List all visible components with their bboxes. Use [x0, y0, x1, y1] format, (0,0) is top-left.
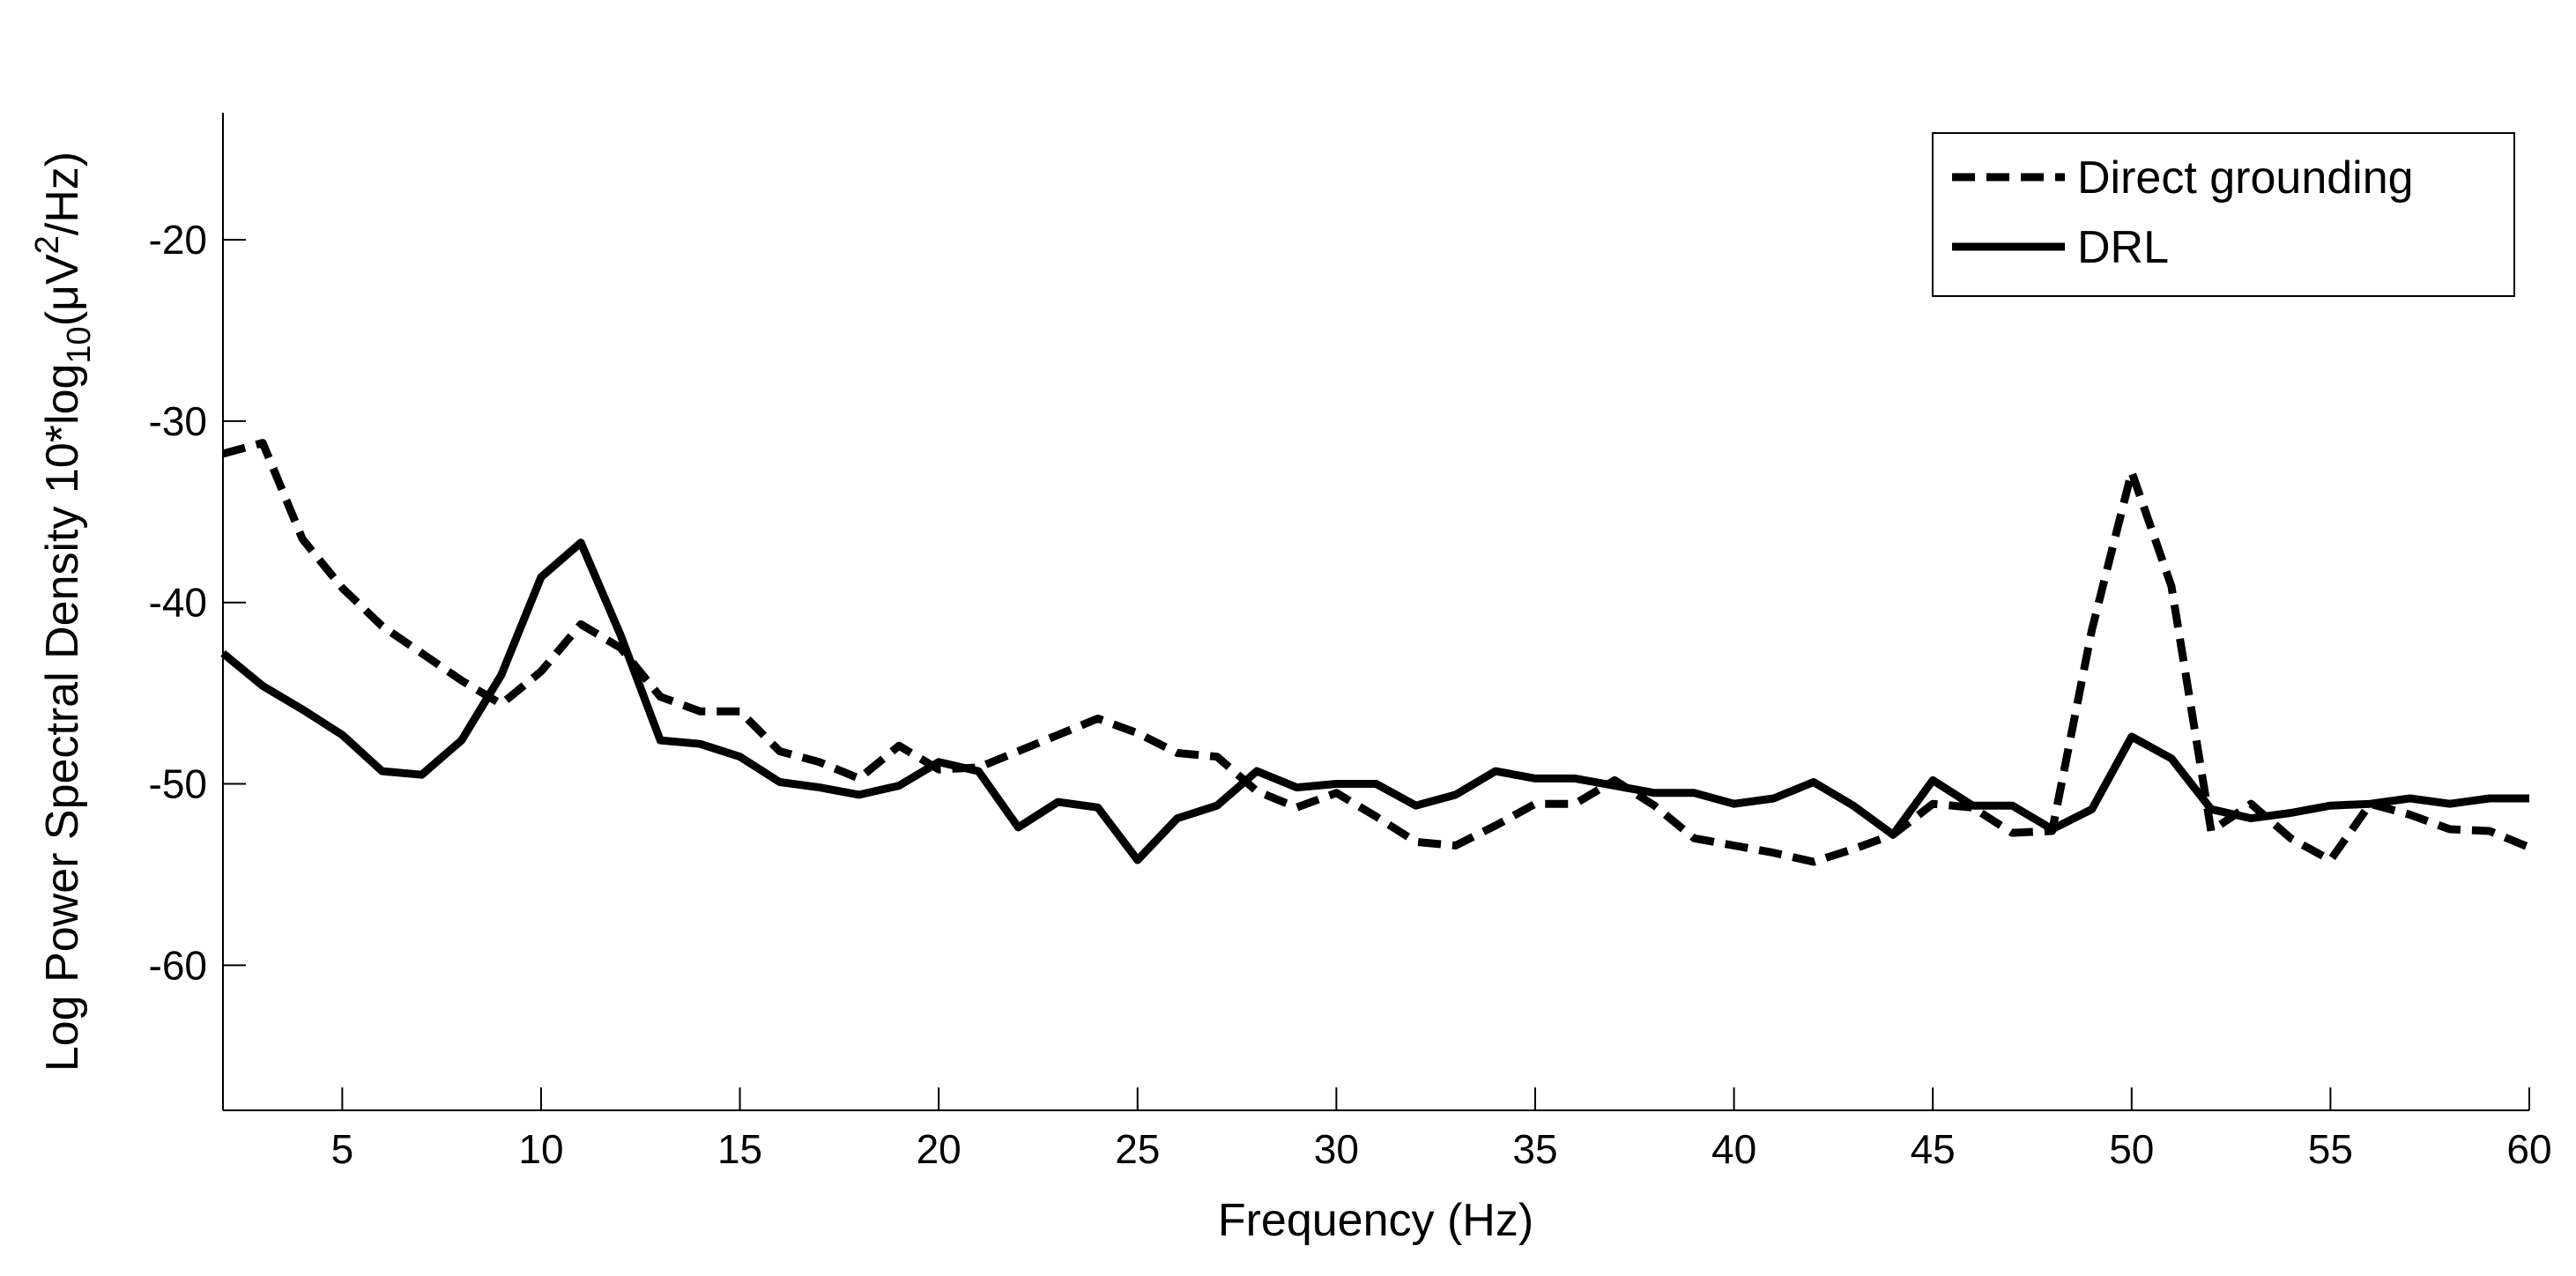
y-axis-label-prefix: Log Power Spectral Density 10*log	[37, 364, 88, 1072]
y-axis-ticks: -20 -30 -40 -50 -60	[149, 217, 246, 988]
x-axis-ticks: 5 10 15 20 25 30 35 40 45 50 55 60	[331, 1087, 2552, 1172]
x-tick-label: 25	[1115, 1126, 1160, 1172]
x-tick-label: 45	[1911, 1126, 1956, 1172]
legend-label-direct-grounding: Direct grounding	[2077, 152, 2414, 204]
y-axis-label-subscript: 10	[61, 326, 98, 363]
x-tick-label: 10	[518, 1126, 563, 1172]
series-layer	[220, 439, 2531, 866]
series-line-direct-grounding	[221, 439, 2531, 866]
y-axis-label: Log Power Spectral Density 10*log10(μV2/…	[29, 152, 98, 1072]
y-axis-label-superscript: 2	[29, 235, 66, 254]
series-line-drl	[220, 538, 2529, 864]
y-axis-label-suffix: /Hz)	[37, 152, 88, 235]
y-tick-label: -60	[149, 942, 207, 988]
x-axis-label: Frequency (Hz)	[1218, 1195, 1533, 1246]
legend: Direct grounding DRL	[1932, 132, 2515, 297]
x-tick-label: 60	[2506, 1126, 2551, 1172]
x-tick-label: 40	[1711, 1126, 1756, 1172]
y-tick-label: -50	[149, 761, 207, 807]
y-tick-label: -20	[149, 217, 207, 263]
x-tick-label: 5	[331, 1126, 354, 1172]
x-tick-label: 30	[1314, 1126, 1359, 1172]
x-tick-label: 15	[717, 1126, 762, 1172]
legend-box	[1932, 132, 2515, 297]
x-tick-label: 35	[1512, 1126, 1557, 1172]
x-tick-label: 50	[2109, 1126, 2154, 1172]
x-tick-label: 20	[917, 1126, 961, 1172]
y-tick-label: -30	[149, 398, 207, 444]
x-tick-label: 55	[2308, 1126, 2353, 1172]
legend-label-drl: DRL	[2077, 222, 2169, 273]
y-axis-label-mid: (μV	[37, 254, 88, 326]
y-tick-label: -40	[149, 580, 207, 626]
